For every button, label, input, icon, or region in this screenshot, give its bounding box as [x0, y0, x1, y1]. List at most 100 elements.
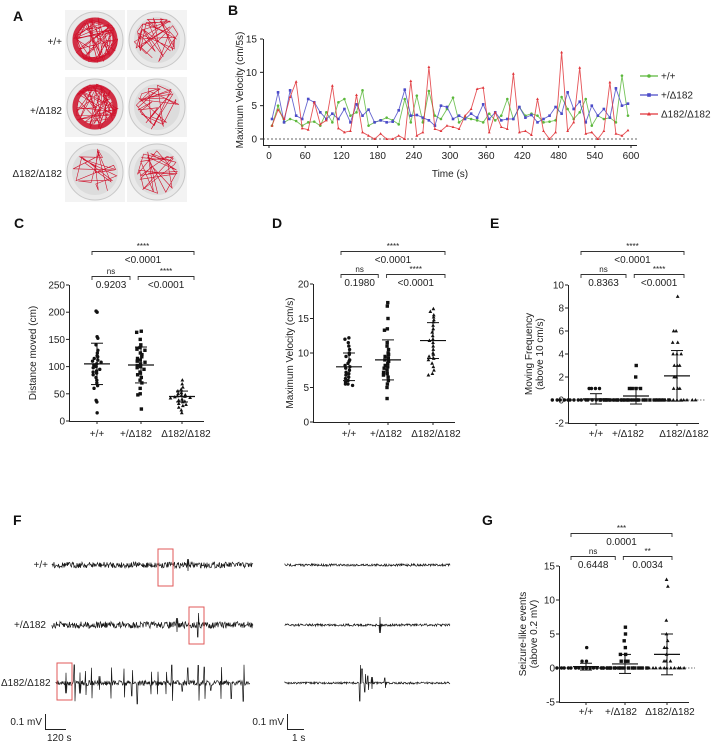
data-point [349, 114, 352, 117]
data-point [602, 107, 606, 111]
x-axis-label: Time (s) [432, 169, 468, 180]
series-0 [270, 74, 630, 127]
trace-label-wt: +/+ [34, 560, 49, 571]
y-axis-label: Seizure-like events [518, 592, 529, 676]
data-point [445, 105, 449, 109]
data-point [457, 127, 461, 131]
data-point [409, 114, 413, 117]
x-tick-label: +/+ [579, 707, 594, 718]
data-point [143, 360, 147, 364]
data-point [421, 116, 425, 119]
data-point [654, 665, 658, 670]
data-point [652, 398, 656, 402]
data-point [432, 317, 436, 322]
scale-bar-right: 0.1 mV 1 s [252, 714, 305, 744]
data-point [475, 119, 479, 122]
data-point [99, 360, 103, 364]
data-point [463, 114, 467, 117]
data-point [662, 665, 667, 670]
data-point [139, 407, 144, 411]
data-point [91, 365, 95, 370]
y-tick-label: 8 [558, 304, 564, 315]
data-point [386, 300, 390, 305]
data-point [662, 659, 666, 663]
data-point [487, 117, 491, 121]
p-value: 0.0001 [606, 537, 637, 548]
x-tick-label: 0 [266, 151, 272, 162]
movement-track [133, 17, 179, 62]
data-point [530, 133, 533, 137]
y-tick-label: 0 [59, 417, 65, 428]
legend-label: +/Δ182 [661, 91, 693, 102]
data-point [325, 111, 328, 114]
zoom-region-box [157, 548, 174, 587]
data-point [657, 397, 662, 402]
y-tick-label: 5 [251, 101, 257, 112]
data-point [381, 370, 386, 375]
data-point [665, 638, 670, 643]
dense-track-ring [72, 84, 118, 130]
data-point [381, 373, 386, 377]
arena-dish [65, 77, 125, 137]
data-point [620, 74, 624, 77]
group-1 [598, 363, 671, 405]
data-point [681, 397, 686, 402]
data-point [409, 121, 413, 124]
significance-stars: ns [355, 265, 363, 274]
data-point [555, 398, 559, 402]
x-tick-label: 360 [478, 151, 495, 162]
arena-floor [72, 17, 118, 63]
data-point [626, 102, 630, 105]
data-point [672, 363, 677, 367]
data-point [385, 344, 389, 348]
trace-het-overview [51, 612, 254, 638]
bracket-line [580, 251, 685, 255]
data-point [134, 330, 139, 335]
significance-stars: ns [589, 547, 597, 556]
data-point [631, 398, 635, 402]
data-point [622, 666, 626, 670]
data-point [512, 117, 515, 121]
y-axis-label-units: (above 10 cm/s) [535, 318, 546, 390]
p-value: 0.0034 [632, 560, 663, 571]
data-point [385, 385, 389, 390]
data-point [608, 80, 612, 84]
data-point [343, 107, 346, 111]
significance-bracket: ns 0.8363 [580, 265, 627, 289]
significance-bracket: **** <0.0001 [137, 267, 195, 291]
data-point [560, 50, 564, 54]
bracket-line [137, 276, 195, 280]
panel-f-eeg-traces: +/+ +/Δ182 Δ182/Δ182 0.1 mV 120 s 0.1 mV… [1, 548, 451, 744]
group-0 [336, 336, 362, 388]
data-point [613, 398, 617, 402]
significance-stars: **** [626, 242, 638, 251]
data-point [94, 309, 98, 313]
data-point [675, 340, 680, 344]
data-point [176, 391, 181, 396]
scale-bar-right-time: 1 s [292, 733, 305, 744]
data-point [635, 398, 639, 402]
data-point [306, 121, 310, 124]
bracket-line [91, 276, 131, 280]
data-point [361, 130, 364, 134]
data-point [555, 666, 559, 670]
data-point [602, 129, 606, 133]
data-point [367, 124, 370, 127]
data-point [651, 665, 655, 670]
data-point [347, 336, 351, 340]
data-point [391, 120, 394, 123]
data-point [135, 356, 140, 361]
data-point [427, 119, 431, 122]
data-point [674, 328, 679, 333]
data-point [355, 93, 358, 97]
data-point [606, 666, 610, 670]
data-point [433, 114, 437, 117]
data-point [457, 121, 461, 124]
significance-bracket: **** <0.0001 [340, 242, 446, 266]
data-point [536, 121, 539, 124]
bracket-line [386, 274, 446, 278]
data-point [576, 398, 580, 402]
data-point [690, 397, 695, 402]
data-point [481, 103, 485, 106]
